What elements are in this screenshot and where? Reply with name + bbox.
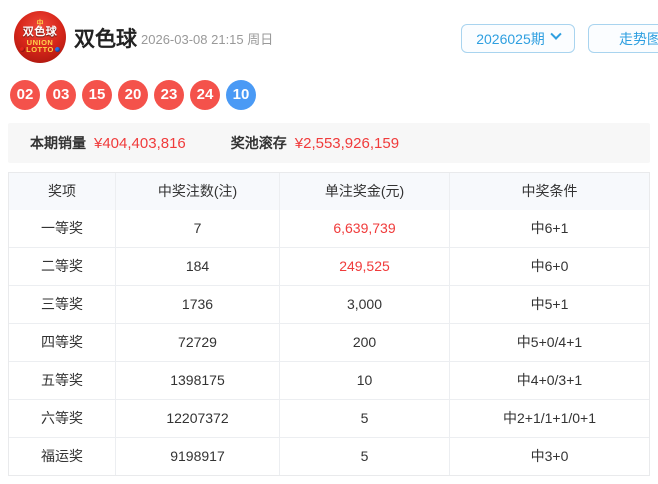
col-header-count: 中奖注数(注): [115, 173, 279, 210]
trend-chart-button[interactable]: 走势图: [588, 24, 658, 53]
prize-table: 奖项 中奖注数(注) 单注奖金(元) 中奖条件 一等奖 7 6,639,739 中6+…: [8, 172, 650, 476]
win-condition-cell: 中6+1: [449, 210, 649, 247]
pool-value: ¥2,553,926,159: [294, 134, 400, 152]
logo-lotto-text: LOTTO: [20, 46, 60, 54]
period-dropdown[interactable]: 2026025期: [461, 24, 575, 53]
prize-amount-cell: 3,000: [279, 286, 449, 323]
table-row: 一等奖 7 6,639,739 中6+1: [9, 210, 649, 247]
prize-name-cell: 四等奖: [41, 334, 83, 350]
prize-amount-cell: 249,525: [279, 248, 449, 285]
win-count-cell: 9198917: [115, 438, 279, 475]
table-row: 二等奖 184 249,525 中6+0: [9, 247, 649, 285]
header: 中 双色球 UNION LOTTO 双色球 2026-03-08 21:15 周…: [0, 0, 658, 72]
red-number-ball: 20: [118, 80, 148, 110]
table-row: 五等奖 1398175 10 中4+0/3+1: [9, 361, 649, 399]
prize-name-cell: 五等奖: [41, 372, 83, 388]
prize-table-body: 一等奖 7 6,639,739 中6+1 二等奖 184 249,525 中6+0 三等奖 173…: [9, 210, 649, 475]
prize-name-cell: 二等奖: [41, 258, 83, 274]
draw-datetime: 2026-03-08 21:15 周日: [141, 32, 274, 47]
sales-strip: 本期销量 ¥404,403,816 奖池滚存 ¥2,553,926,159: [8, 123, 650, 163]
table-header-row: 奖项 中奖注数(注) 单注奖金(元) 中奖条件: [9, 173, 649, 210]
logo-name: 双色球: [22, 26, 58, 39]
blue-ball-icon: [54, 47, 60, 53]
win-count-cell: 72729: [115, 324, 279, 361]
red-ball-icon: [20, 47, 26, 53]
win-condition-cell: 中5+1: [449, 286, 649, 323]
trend-chart-button-label: 走势图: [619, 30, 658, 47]
red-number-ball: 03: [46, 80, 76, 110]
prize-name-cell: 三等奖: [41, 296, 83, 312]
win-count-cell: 184: [115, 248, 279, 285]
prize-name-cell: 六等奖: [41, 410, 83, 426]
table-row: 福运奖 9198917 5 中3+0: [9, 437, 649, 475]
prize-amount-cell: 10: [279, 362, 449, 399]
col-header-prize: 奖项: [48, 183, 76, 199]
page-title: 双色球: [74, 28, 137, 51]
win-condition-cell: 中2+1/1+1/0+1: [449, 400, 649, 437]
table-row: 四等奖 72729 200 中5+0/4+1: [9, 323, 649, 361]
prize-amount-cell: 5: [279, 400, 449, 437]
prize-amount-cell: 5: [279, 438, 449, 475]
win-condition-cell: 中4+0/3+1: [449, 362, 649, 399]
sales-label: 本期销量: [30, 135, 86, 151]
win-condition-cell: 中6+0: [449, 248, 649, 285]
red-number-ball: 23: [154, 80, 184, 110]
blue-number-ball: 10: [226, 80, 256, 110]
prize-name-cell: 一等奖: [41, 220, 83, 236]
winning-numbers: 02 03 15 20 23 24 10: [10, 80, 256, 110]
table-row: 三等奖 1736 3,000 中5+1: [9, 285, 649, 323]
chevron-down-icon: [550, 28, 562, 40]
logo-top-char: 中: [36, 20, 44, 28]
union-lotto-logo-icon: 中 双色球 UNION LOTTO: [14, 11, 66, 63]
sales-value: ¥404,403,816: [94, 134, 186, 152]
win-condition-cell: 中5+0/4+1: [449, 324, 649, 361]
red-number-ball: 02: [10, 80, 40, 110]
win-count-cell: 1736: [115, 286, 279, 323]
red-number-ball: 24: [190, 80, 220, 110]
prize-amount-cell: 200: [279, 324, 449, 361]
prize-name-cell: 福运奖: [41, 448, 83, 464]
win-count-cell: 1398175: [115, 362, 279, 399]
win-count-cell: 7: [115, 210, 279, 247]
period-dropdown-label: 2026025期: [476, 30, 545, 47]
win-count-cell: 12207372: [115, 400, 279, 437]
win-condition-cell: 中3+0: [449, 438, 649, 475]
col-header-amount: 单注奖金(元): [279, 173, 449, 210]
logo-union-text: UNION: [26, 37, 54, 47]
table-row: 六等奖 12207372 5 中2+1/1+1/0+1: [9, 399, 649, 437]
col-header-condition: 中奖条件: [449, 173, 649, 210]
pool-label: 奖池滚存: [230, 135, 287, 151]
red-number-ball: 15: [82, 80, 112, 110]
prize-amount-cell: 6,639,739: [279, 210, 449, 247]
